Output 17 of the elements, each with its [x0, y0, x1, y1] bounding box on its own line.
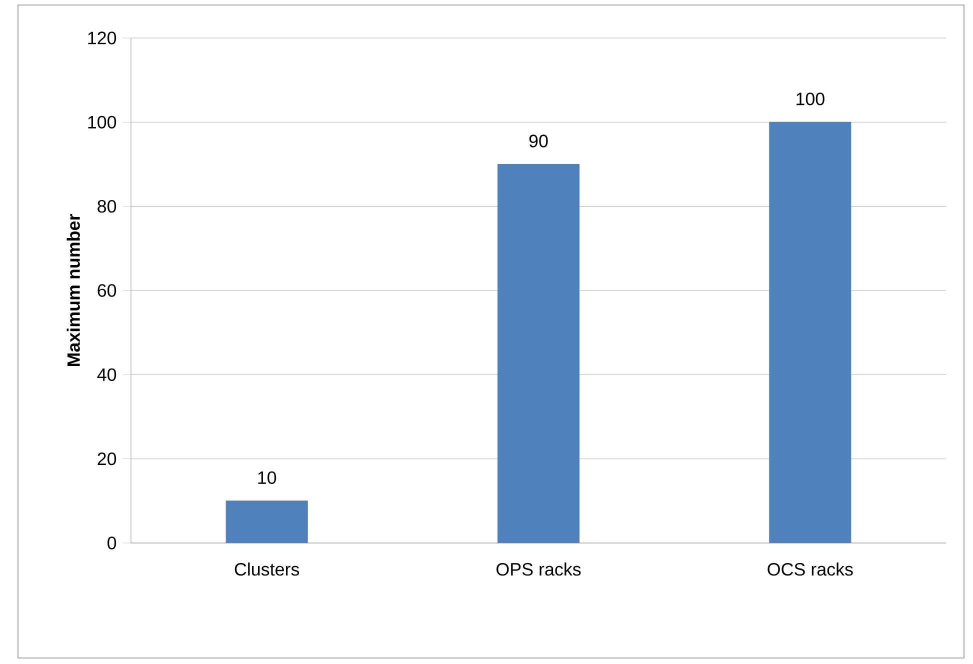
y-tick-label: 120 — [88, 32, 116, 44]
y-tick-label: 60 — [98, 284, 116, 297]
bar — [769, 122, 852, 543]
x-tick-label: OCS racks — [768, 562, 853, 576]
data-label: 90 — [529, 134, 548, 148]
y-tick-label: 40 — [97, 368, 116, 382]
x-tick-label: Clusters — [234, 562, 300, 576]
y-tick-label: 100 — [88, 116, 116, 128]
bar — [497, 164, 580, 543]
x-tick-label: OPS racks — [496, 562, 581, 576]
y-tick-label: 0 — [108, 536, 116, 550]
y-axis-title: Maximum number — [66, 214, 80, 366]
data-label: 10 — [258, 471, 276, 484]
data-label: 100 — [796, 92, 824, 106]
bar — [226, 500, 308, 543]
y-tick-label: 80 — [98, 200, 116, 213]
y-tick-label: 20 — [98, 452, 116, 466]
